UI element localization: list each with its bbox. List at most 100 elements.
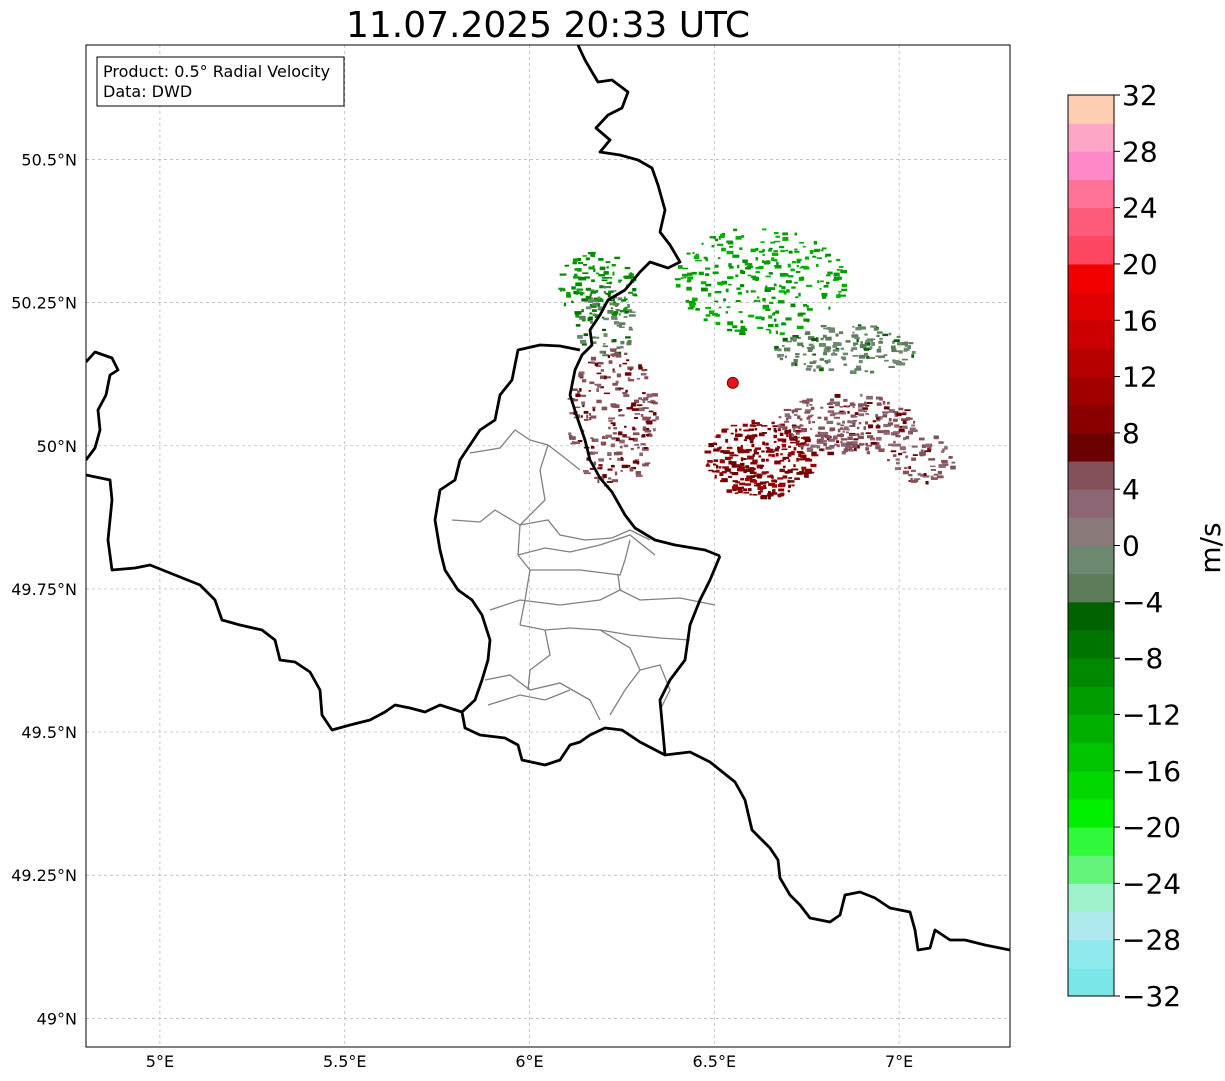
echo-pixel	[596, 272, 600, 275]
echo-pixel	[903, 437, 906, 441]
echo-pixel	[891, 348, 897, 352]
echo-pixel	[827, 271, 833, 275]
colorbar-segment	[1068, 461, 1114, 490]
echo-pixel	[587, 299, 594, 303]
echo-pixel	[739, 247, 743, 250]
echo-pixel	[598, 464, 603, 467]
echo-pixel	[803, 318, 810, 322]
echo-pixel	[591, 341, 597, 344]
echo-pixel	[608, 426, 611, 430]
echo-pixel	[774, 429, 777, 433]
echo-pixel	[771, 421, 775, 425]
echo-pixel	[802, 245, 806, 248]
echo-pixel	[828, 406, 834, 409]
echo-pixel	[606, 282, 610, 284]
echo-pixel	[840, 347, 844, 350]
echo-pixel	[619, 322, 626, 326]
echo-pixel	[714, 291, 722, 294]
echo-pixel	[788, 429, 792, 434]
echo-pixel	[842, 442, 846, 445]
echo-pixel	[712, 442, 718, 446]
echo-pixel	[642, 392, 646, 395]
echo-pixel	[782, 232, 788, 236]
echo-pixel	[888, 409, 895, 413]
echo-pixel	[844, 445, 852, 449]
echo-pixel	[624, 275, 632, 279]
echo-pixel	[643, 447, 648, 450]
echo-pixel	[634, 417, 638, 419]
echo-pixel	[586, 457, 590, 461]
echo-pixel	[739, 269, 744, 274]
x-tick-label: 6.5°E	[693, 1052, 737, 1071]
echo-pixel	[739, 236, 742, 239]
echo-pixel	[853, 342, 859, 345]
echo-pixel	[866, 444, 872, 447]
echo-pixel	[820, 280, 824, 283]
echo-pixel	[811, 421, 816, 424]
echo-pixel	[575, 314, 580, 318]
echo-pixel	[581, 298, 589, 302]
echo-pixel	[590, 445, 595, 449]
echo-pixel	[808, 343, 814, 347]
echo-pixel	[646, 420, 653, 425]
echo-pixel	[887, 459, 890, 462]
echo-pixel	[616, 346, 621, 350]
echo-pixel	[646, 433, 650, 437]
echo-pixel	[789, 438, 796, 441]
echo-pixel	[785, 417, 789, 421]
echo-pixel	[850, 420, 854, 424]
echo-pixel	[712, 312, 718, 316]
echo-pixel	[782, 345, 785, 347]
echo-pixel	[768, 495, 771, 500]
echo-pixel	[726, 306, 731, 309]
echo-pixel	[820, 343, 825, 347]
echo-pixel	[791, 409, 794, 414]
echo-pixel	[821, 247, 827, 250]
echo-pixel	[761, 471, 767, 475]
echo-pixel	[846, 405, 849, 408]
echo-pixel	[624, 306, 628, 311]
echo-pixel	[930, 469, 936, 471]
echo-pixel	[924, 450, 931, 453]
echo-pixel	[718, 466, 722, 469]
echo-pixel	[769, 301, 774, 304]
echo-pixel	[823, 351, 828, 356]
echo-pixel	[782, 337, 788, 342]
echo-pixel	[808, 420, 811, 424]
echo-pixel	[894, 443, 901, 447]
echo-pixel	[893, 360, 900, 364]
echo-pixel	[648, 410, 654, 413]
echo-pixel	[777, 355, 781, 358]
echo-pixel	[597, 467, 602, 470]
echo-pixel	[629, 467, 634, 472]
echo-pixel	[735, 481, 740, 484]
echo-pixel	[855, 365, 862, 370]
echo-pixel	[784, 413, 790, 417]
echo-pixel	[826, 281, 830, 285]
echo-pixel	[705, 306, 712, 309]
echo-pixel	[623, 296, 626, 299]
echo-pixel	[918, 437, 925, 441]
echo-pixel	[750, 248, 756, 253]
echo-pixel	[802, 443, 810, 447]
echo-pixel	[799, 241, 805, 244]
echo-pixel	[640, 414, 644, 417]
echo-pixel	[682, 267, 689, 270]
echo-pixel	[781, 286, 786, 290]
echo-pixel	[788, 477, 793, 479]
echo-pixel	[788, 459, 791, 462]
echo-pixel	[769, 474, 774, 477]
echo-pixel	[626, 341, 632, 346]
echo-pixel	[819, 287, 822, 290]
echo-pixel	[739, 482, 746, 486]
echo-pixel	[827, 451, 834, 456]
echo-pixel	[563, 302, 567, 307]
echo-pixel	[873, 327, 879, 331]
echo-pixel	[711, 245, 715, 248]
echo-pixel	[822, 334, 827, 338]
echo-pixel	[771, 454, 775, 458]
echo-pixel	[736, 287, 741, 290]
echo-pixel	[762, 260, 765, 264]
info-box: Product: 0.5° Radial Velocity Data: DWD	[96, 56, 345, 107]
echo-pixel	[882, 414, 888, 418]
